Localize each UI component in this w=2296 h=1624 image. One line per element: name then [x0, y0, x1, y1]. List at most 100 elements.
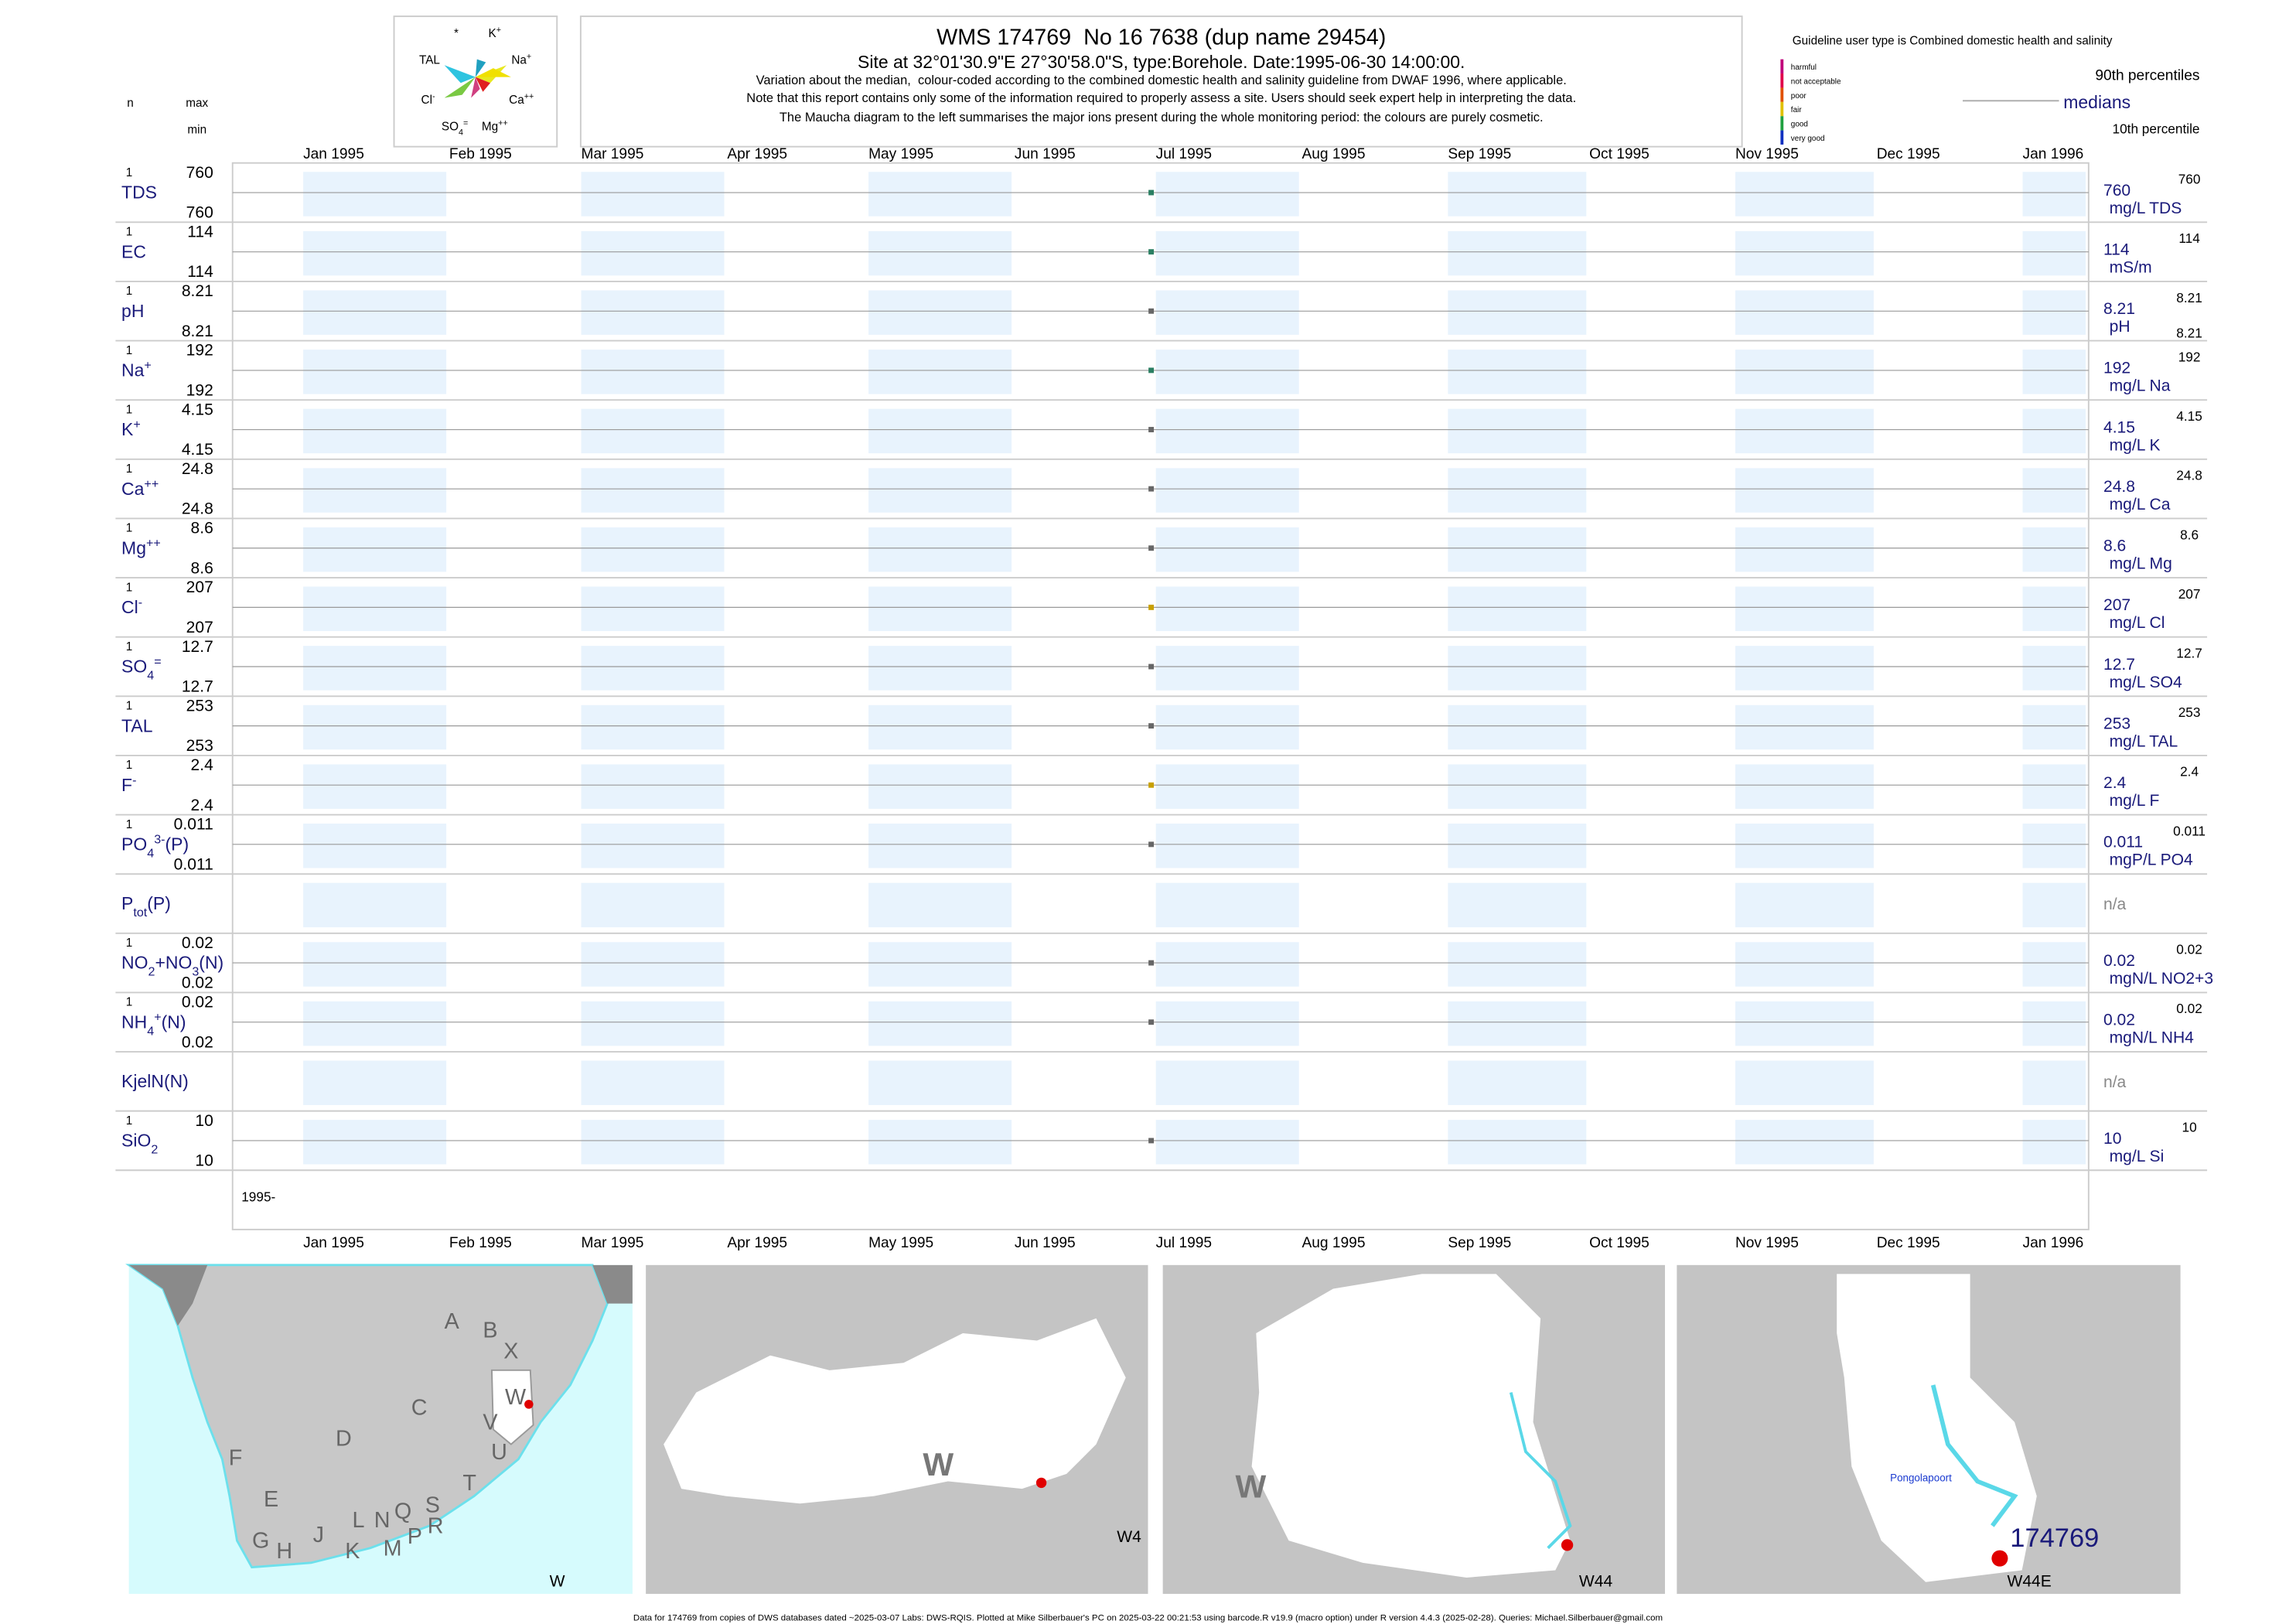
unit: mg/L Cl — [2110, 614, 2165, 632]
month-stripe — [581, 1120, 725, 1165]
month-stripe — [2022, 230, 2086, 276]
map-w44 — [1677, 1264, 2181, 1595]
unit: mg/L F — [2110, 792, 2160, 810]
note: Note that this report contains only some… — [746, 91, 1576, 105]
row-max: 0.02 — [182, 994, 213, 1012]
median-point — [1148, 723, 1155, 729]
month-stripe — [1448, 646, 1587, 691]
month-stripe — [1735, 350, 1874, 394]
row-min: 8.6 — [191, 559, 213, 577]
legend-swatch — [1780, 101, 1784, 117]
label-part: = — [154, 655, 161, 669]
month-stripe — [581, 1060, 725, 1105]
map-label: W — [550, 1573, 565, 1591]
p90-value: 207 — [2178, 586, 2201, 602]
median-value: 0.02 — [2103, 952, 2135, 970]
map-label: Pongolapoort — [1890, 1472, 1952, 1484]
month-stripe — [1155, 172, 1299, 217]
label-part: * — [454, 27, 459, 40]
month-stripe — [1735, 468, 1874, 513]
region-label: S — [425, 1493, 440, 1518]
col-header: min — [187, 123, 206, 136]
month-stripe — [581, 1001, 725, 1046]
year-label: 1995- — [241, 1189, 275, 1204]
median-value: 8.6 — [2103, 537, 2126, 555]
month-stripe — [868, 172, 1012, 217]
row-label: KjelN(N) — [121, 1071, 189, 1091]
month-stripe — [1155, 586, 1299, 632]
na-text: n/a — [2103, 896, 2127, 913]
row-label: Na+ — [121, 359, 152, 380]
row-min: 24.8 — [182, 500, 213, 518]
month-stripe — [1155, 527, 1299, 572]
month-stripe — [868, 942, 1012, 987]
month-stripe — [581, 646, 725, 691]
month-stripe — [581, 527, 725, 572]
legend-swatch — [1780, 116, 1784, 131]
row-max: 207 — [186, 578, 213, 596]
row-max: 253 — [186, 697, 213, 715]
row-min: 10 — [195, 1152, 213, 1170]
n-count: 1 — [126, 1114, 133, 1128]
maucha-label: SO4= — [442, 119, 468, 138]
x-tick-label: Aug 1995 — [1302, 1235, 1366, 1251]
p90-value: 760 — [2178, 172, 2201, 187]
col-header: max — [186, 97, 208, 110]
month-stripe — [868, 527, 1012, 572]
legend-swatch — [1780, 87, 1784, 102]
median-point — [1148, 486, 1155, 492]
month-stripe — [1448, 942, 1587, 987]
label-part: ++ — [524, 92, 534, 101]
x-tick-label: Dec 1995 — [1877, 146, 1940, 162]
map-w — [646, 1264, 1148, 1595]
x-tick-label: Jan 1996 — [2023, 146, 2084, 162]
unit: mg/L Mg — [2110, 555, 2172, 573]
label-part: TAL — [419, 53, 440, 67]
month-stripe — [2022, 705, 2086, 750]
unit: mg/L Na — [2110, 377, 2171, 395]
month-stripe — [1735, 1120, 1874, 1165]
label-part: Cl — [421, 94, 432, 107]
x-tick-label: Sep 1995 — [1448, 146, 1511, 162]
row-min: 12.7 — [182, 678, 213, 696]
median-point — [1148, 841, 1155, 848]
month-stripe — [2022, 942, 2086, 987]
label-part: NH — [121, 1012, 147, 1032]
legend-swatch — [1780, 73, 1784, 88]
month-stripe — [303, 1120, 447, 1165]
median-point — [1148, 189, 1155, 196]
month-stripe — [303, 468, 447, 513]
month-stripe — [1735, 1001, 1874, 1046]
x-tick-label: Aug 1995 — [1302, 146, 1366, 162]
row-label: NO2+NO3(N) — [121, 953, 223, 979]
month-stripe — [868, 290, 1012, 335]
month-stripe — [1448, 172, 1587, 217]
x-tick-label: Oct 1995 — [1589, 146, 1650, 162]
month-stripe — [581, 586, 725, 632]
month-stripe — [2022, 646, 2086, 691]
x-tick-label: Jan 1996 — [2023, 1235, 2084, 1251]
month-stripe — [868, 408, 1012, 454]
map-label: W44 — [1579, 1573, 1613, 1591]
unit: mgN/L NO2+3 — [2110, 970, 2213, 988]
maucha-label: Ca++ — [509, 92, 534, 107]
region-label: W — [505, 1385, 527, 1410]
month-stripe — [868, 468, 1012, 513]
median-value: 4.15 — [2103, 418, 2135, 436]
month-stripe — [1155, 1001, 1299, 1046]
maucha-label: Cl- — [421, 92, 435, 107]
legend-swatch — [1780, 130, 1784, 145]
month-stripe — [581, 764, 725, 809]
region-label: B — [483, 1319, 497, 1343]
x-tick-label: Jul 1995 — [1156, 1235, 1212, 1251]
median-point — [1148, 427, 1155, 432]
map-sa — [125, 1264, 633, 1595]
row-max: 0.011 — [174, 816, 213, 834]
map-label: 174769 — [2010, 1523, 2099, 1553]
label-part: 2 — [151, 1143, 158, 1157]
month-stripe — [2022, 1060, 2086, 1105]
row-max: 192 — [186, 342, 213, 360]
month-stripe — [303, 586, 447, 632]
legend-class: very good — [1791, 135, 1825, 143]
region-label: K — [345, 1539, 360, 1564]
